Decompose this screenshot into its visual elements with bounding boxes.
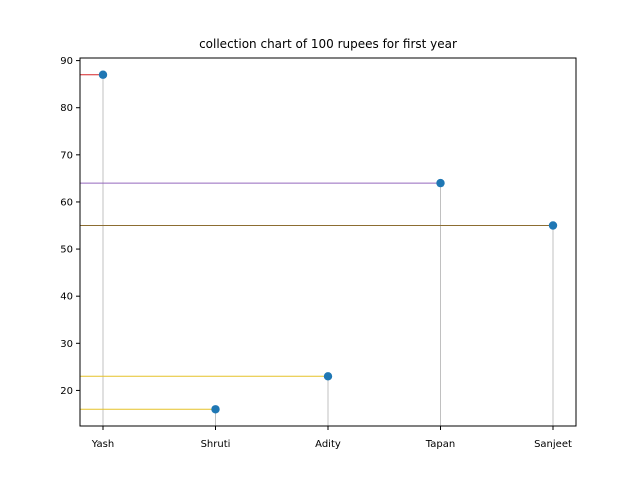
- y-tick-label: 20: [60, 386, 73, 397]
- y-tick-label: 90: [60, 56, 73, 67]
- x-tick-label: Adity: [315, 439, 341, 450]
- data-point: [548, 221, 558, 230]
- y-tick-label: 70: [60, 150, 73, 161]
- y-tick-label: 30: [60, 339, 73, 350]
- x-tick-label: Tapan: [425, 439, 455, 450]
- y-tick-label: 50: [60, 245, 73, 256]
- data-point: [436, 178, 445, 188]
- data-point: [211, 405, 220, 414]
- y-tick-label: 60: [60, 197, 73, 208]
- data-point: [323, 372, 333, 381]
- x-tick-label: Yash: [91, 439, 114, 450]
- data-point: [98, 70, 108, 79]
- y-tick-label: 80: [60, 103, 73, 114]
- plot-frame: [79, 57, 577, 427]
- y-tick-label: 40: [60, 292, 73, 303]
- chart-title: collection chart of 100 rupees for first…: [199, 37, 457, 51]
- plot-area: 20 30 40 50 60 70 80 90 Yash Shruti Adity Tapan Sanj…: [60, 56, 572, 450]
- x-tick-label: Shruti: [201, 439, 231, 450]
- x-tick-label: Sanjeet: [534, 439, 572, 450]
